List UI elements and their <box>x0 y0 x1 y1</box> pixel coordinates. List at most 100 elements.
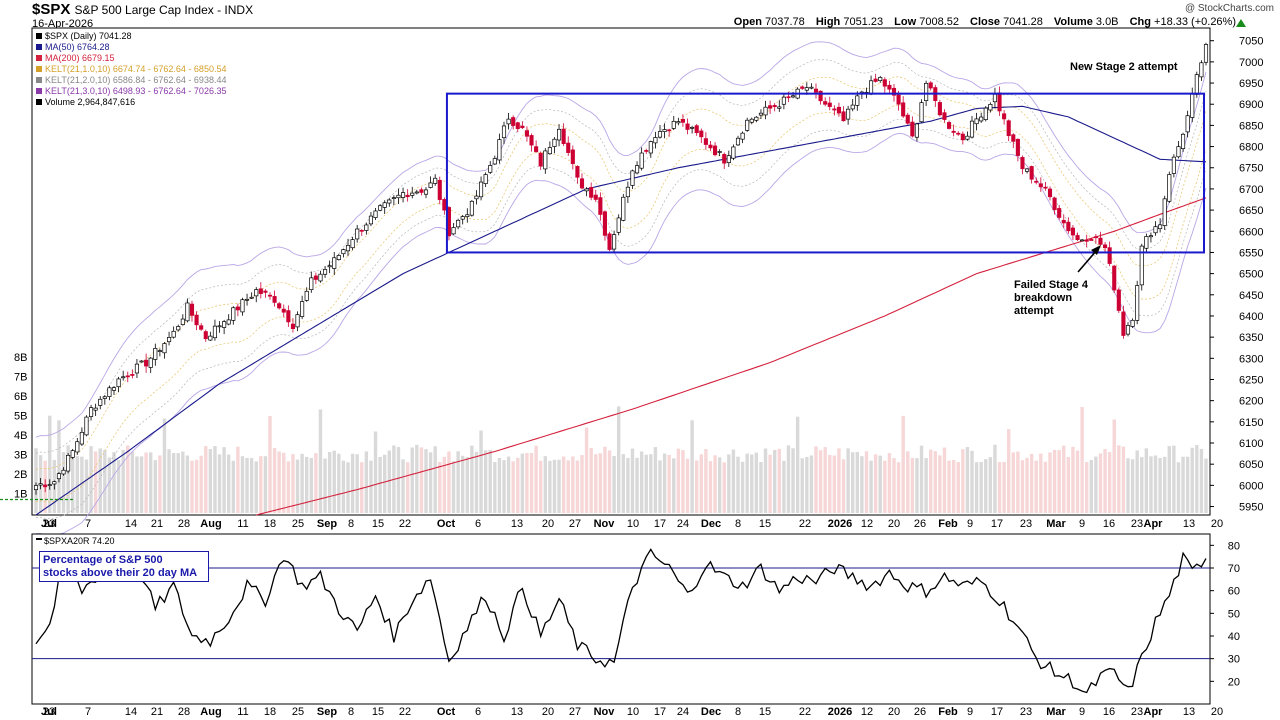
price-x-tick-label: Aug <box>200 518 221 530</box>
candle-body <box>1052 197 1057 211</box>
candle-body <box>382 202 387 208</box>
volume-bar <box>502 460 506 513</box>
breadth-tick-label: 80 <box>1228 540 1240 552</box>
candle-body <box>1061 219 1066 224</box>
candle-body <box>107 387 112 397</box>
candle-body <box>235 306 240 311</box>
candle-body <box>841 111 846 122</box>
volume-bar <box>997 462 1002 513</box>
breadth-x-tick-label: 17 <box>991 706 1003 718</box>
candle-body <box>639 152 644 169</box>
volume-bar <box>1135 450 1139 513</box>
candle-body <box>873 78 878 82</box>
candle-body <box>121 376 126 379</box>
volume-bar <box>630 448 635 513</box>
candle-body <box>43 484 48 488</box>
volume-bar <box>474 451 479 513</box>
candle-body <box>685 123 690 130</box>
volume-bar <box>213 446 217 513</box>
volume-bar <box>438 461 442 513</box>
price-x-tick-label: 11 <box>237 518 248 530</box>
candle-body <box>194 314 199 326</box>
candle-body <box>974 118 979 125</box>
volume-bar <box>658 460 662 513</box>
candle-body <box>414 191 419 194</box>
breadth-box-line1: Percentage of S&P 500 <box>43 554 163 566</box>
volume-bar <box>1020 460 1025 513</box>
volume-bar <box>139 456 144 513</box>
price-grid <box>31 27 1211 516</box>
candle-body <box>648 141 653 154</box>
candle-body <box>786 96 791 99</box>
candle-body <box>882 79 887 87</box>
candle-body <box>667 129 672 132</box>
volume-bar <box>855 451 859 513</box>
candle-body <box>809 86 814 89</box>
volume-bar <box>364 451 369 513</box>
low-value: 7008.52 <box>919 16 959 28</box>
volume-bar <box>621 454 625 513</box>
volume-bar <box>401 459 405 513</box>
volume-bar <box>887 453 892 513</box>
price-tick-label: 6950 <box>1239 78 1263 90</box>
volume-bar <box>786 445 791 513</box>
chg-label: Chg <box>1129 16 1151 28</box>
price-tick-label: 7000 <box>1239 57 1263 69</box>
volume-bar <box>653 447 658 513</box>
candle-body <box>745 119 750 131</box>
candle-body <box>506 118 511 125</box>
volume-bar <box>529 453 534 513</box>
candle-body <box>410 192 415 196</box>
breadth-panel-frame <box>31 533 1211 705</box>
legend-swatch <box>36 77 42 83</box>
volume-bar <box>135 456 139 513</box>
volume-bar <box>552 459 557 513</box>
candle-body <box>1176 146 1181 158</box>
volume-bar <box>1195 445 1199 513</box>
price-x-tick-label: 13 <box>1183 518 1195 530</box>
volume-bar <box>346 462 350 513</box>
volume-bar <box>291 454 295 513</box>
volume-bar <box>488 449 492 513</box>
price-x-tick-label: 15 <box>759 518 771 530</box>
volume-bar <box>1089 460 1093 513</box>
candle-body <box>800 86 805 89</box>
chart-date: 16-Apr-2026 <box>32 18 94 30</box>
candle-body <box>887 84 892 90</box>
candle-body <box>217 325 222 328</box>
volume-bar <box>516 457 520 513</box>
breadth-x-tick-label: 23 <box>1020 706 1032 718</box>
candle-body <box>836 106 841 114</box>
close-value: 7041.28 <box>1003 16 1043 28</box>
volume-bar <box>892 458 896 513</box>
candle-body <box>520 125 525 129</box>
volume-bar <box>534 445 538 513</box>
volume-bar <box>708 461 713 513</box>
price-x-tick-label: 20 <box>542 518 554 530</box>
volume-bar <box>644 454 648 513</box>
candle-body <box>1167 174 1172 202</box>
legend-entry: KELT(21,1.0,10) 6674.74 - 6762.64 - 6850… <box>45 64 226 74</box>
candle-body <box>1121 311 1126 336</box>
volume-bar <box>66 445 70 513</box>
volume-bar <box>938 455 942 513</box>
volume-bar <box>360 462 364 513</box>
arrow-head-icon <box>1091 245 1101 255</box>
candle-body <box>708 144 713 149</box>
candle-body <box>479 181 484 198</box>
volume-bar <box>571 456 575 513</box>
candle-body <box>1070 227 1075 236</box>
candle-body <box>290 323 295 329</box>
candle-body <box>1153 226 1158 234</box>
candle-body <box>1075 235 1080 240</box>
price-x-tick-label: 13 <box>511 518 523 530</box>
breadth-x-tick-label: 10 <box>627 706 639 718</box>
volume-bar <box>1062 445 1066 513</box>
volume-bar <box>75 456 79 513</box>
candle-body <box>134 363 139 374</box>
breadth-x-tick-label: 14 <box>125 706 137 718</box>
brand-watermark: @ StockCharts.com <box>1184 3 1274 14</box>
keltner-bands <box>35 41 1207 536</box>
volume-bar <box>1066 456 1071 513</box>
